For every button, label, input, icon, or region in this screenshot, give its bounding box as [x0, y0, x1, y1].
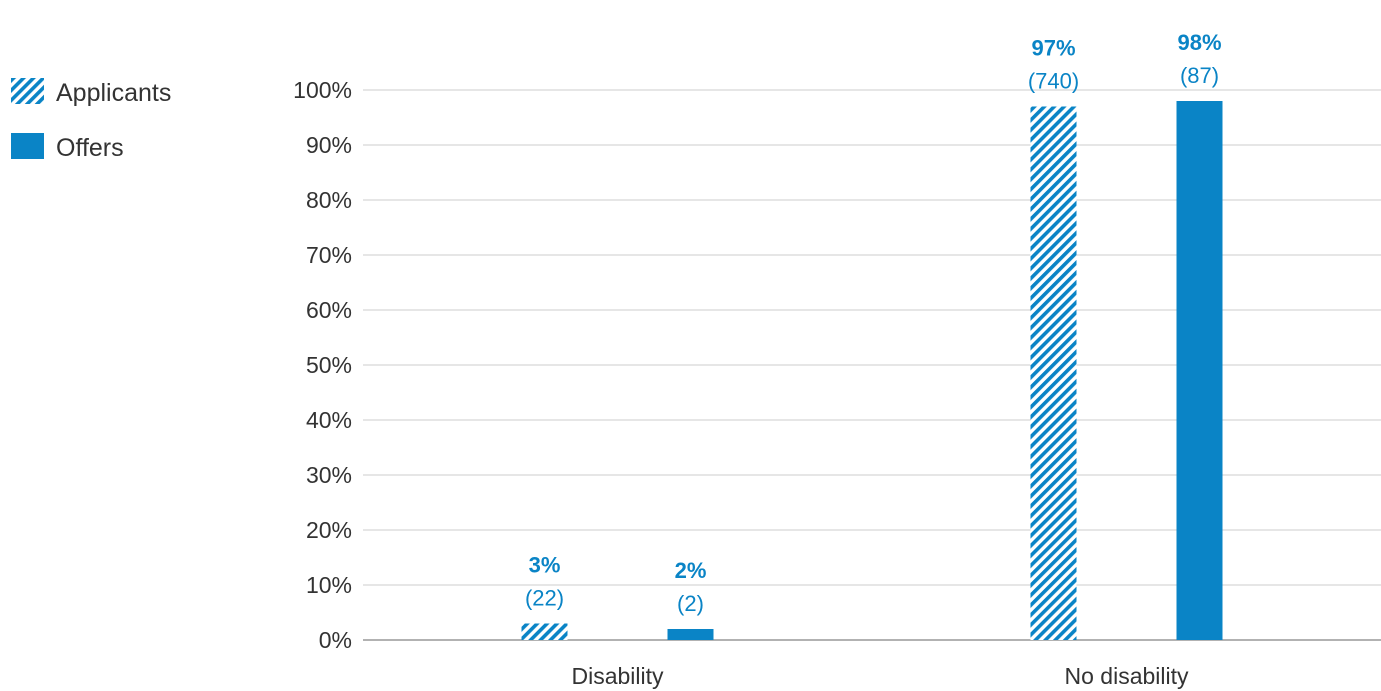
bar-applicants-no-disability	[1030, 106, 1077, 640]
x-axis-category-labels: Disability No disability	[571, 663, 1189, 689]
y-tick-label: 90%	[306, 132, 352, 158]
bar-offers-no-disability	[1176, 101, 1223, 640]
y-axis-tick-labels: 0% 10% 20% 30% 40% 50% 60% 70% 80% 90% 100%	[293, 77, 352, 653]
gridlines	[363, 89, 1381, 641]
legend-swatch-offers	[11, 133, 44, 159]
data-label-count: (87)	[1180, 63, 1219, 88]
data-label-percent: 2%	[675, 558, 707, 583]
data-label-count: (740)	[1028, 69, 1079, 94]
y-tick-label: 70%	[306, 242, 352, 268]
legend-label-offers: Offers	[56, 134, 124, 162]
y-tick-label: 50%	[306, 352, 352, 378]
data-label-percent: 97%	[1031, 36, 1075, 61]
y-tick-label: 20%	[306, 517, 352, 543]
bar-labels: 3% (22) 2% (2) 97% (740) 98% (87)	[525, 30, 1222, 616]
legend: Applicants Offers	[11, 78, 171, 162]
bars	[521, 101, 1223, 640]
x-category-label: No disability	[1065, 663, 1189, 689]
bar-applicants-disability	[521, 623, 568, 640]
y-tick-label: 40%	[306, 407, 352, 433]
data-label-count: (22)	[525, 586, 564, 611]
y-tick-label: 80%	[306, 187, 352, 213]
y-tick-label: 30%	[306, 462, 352, 488]
y-tick-label: 100%	[293, 77, 352, 103]
legend-swatch-applicants	[11, 78, 44, 104]
data-label-count: (2)	[677, 591, 704, 616]
y-tick-label: 60%	[306, 297, 352, 323]
data-label-percent: 3%	[529, 553, 561, 578]
y-tick-label: 10%	[306, 572, 352, 598]
bar-offers-disability	[667, 629, 714, 640]
y-tick-label: 0%	[319, 627, 352, 653]
data-label-percent: 98%	[1177, 30, 1221, 55]
legend-label-applicants: Applicants	[56, 79, 171, 107]
x-category-label: Disability	[571, 663, 664, 689]
